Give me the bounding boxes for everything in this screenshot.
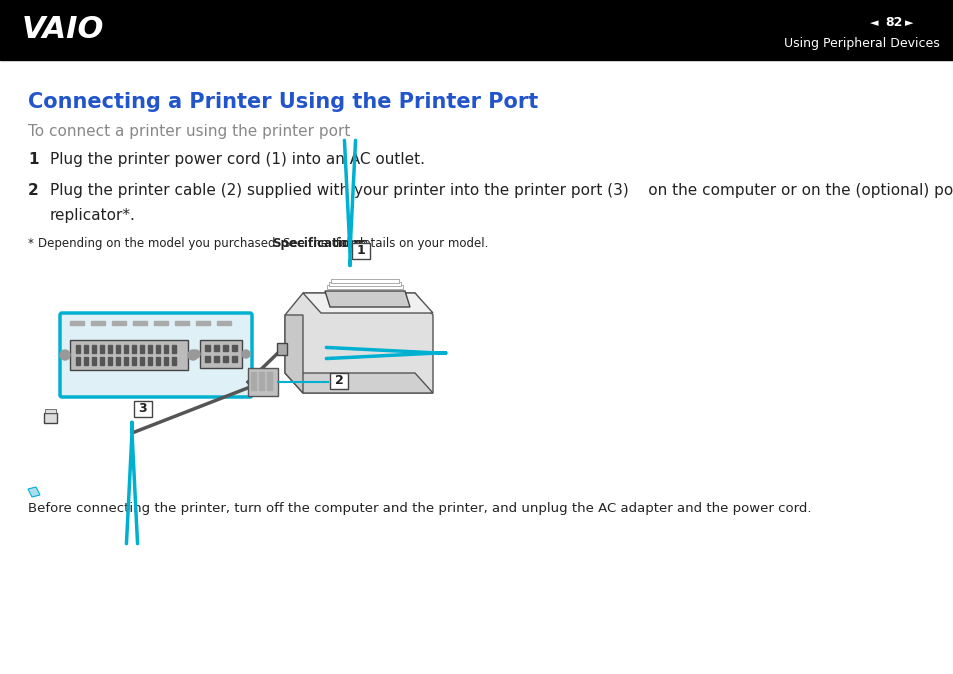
Text: Specifications: Specifications xyxy=(272,237,365,250)
Polygon shape xyxy=(285,373,433,393)
Text: To connect a printer using the printer port: To connect a printer using the printer p… xyxy=(28,124,350,139)
Text: replicator*.: replicator*. xyxy=(50,208,135,223)
Polygon shape xyxy=(285,315,303,393)
Circle shape xyxy=(188,350,198,360)
Bar xyxy=(76,357,80,365)
Bar xyxy=(205,356,210,362)
Text: 2: 2 xyxy=(335,375,343,388)
Bar xyxy=(116,357,120,365)
Bar xyxy=(132,357,136,365)
Text: 1: 1 xyxy=(28,152,38,167)
Bar xyxy=(267,372,272,390)
Bar xyxy=(108,345,112,353)
FancyBboxPatch shape xyxy=(60,313,252,397)
Text: Plug the printer cable (2) supplied with your printer into the printer port (3) : Plug the printer cable (2) supplied with… xyxy=(50,183,953,198)
Circle shape xyxy=(242,350,250,358)
Bar xyxy=(164,345,168,353)
Bar xyxy=(232,345,236,351)
Text: for details on your model.: for details on your model. xyxy=(332,237,488,250)
Text: 1: 1 xyxy=(356,245,365,257)
Bar xyxy=(124,357,128,365)
Bar xyxy=(205,345,210,351)
Bar xyxy=(0,0,953,60)
Bar xyxy=(100,345,104,353)
Bar xyxy=(352,243,370,259)
Bar xyxy=(223,345,228,351)
Circle shape xyxy=(192,350,200,358)
Bar xyxy=(44,413,57,423)
Bar xyxy=(276,343,287,355)
Text: *: * xyxy=(28,237,34,250)
Bar xyxy=(248,368,277,396)
Text: ►: ► xyxy=(904,18,913,28)
Text: Before connecting the printer, turn off the computer and the printer, and unplug: Before connecting the printer, turn off … xyxy=(28,502,811,515)
Bar xyxy=(132,345,136,353)
Bar xyxy=(148,345,152,353)
Polygon shape xyxy=(28,487,40,497)
Bar xyxy=(172,345,175,353)
Text: 82: 82 xyxy=(884,16,902,29)
Bar xyxy=(232,356,236,362)
Bar xyxy=(216,321,231,325)
Text: ◄: ◄ xyxy=(869,18,878,28)
Bar xyxy=(153,321,168,325)
Bar xyxy=(132,321,147,325)
Text: Using Peripheral Devices: Using Peripheral Devices xyxy=(783,36,939,50)
Polygon shape xyxy=(285,293,433,393)
Bar xyxy=(174,321,189,325)
Bar xyxy=(195,321,210,325)
Text: Depending on the model you purchased. See the online: Depending on the model you purchased. Se… xyxy=(38,237,372,250)
Bar xyxy=(200,340,242,368)
Bar xyxy=(251,372,255,390)
Bar xyxy=(45,409,56,413)
Bar xyxy=(213,356,219,362)
Bar xyxy=(76,345,80,353)
Bar xyxy=(91,357,96,365)
Bar xyxy=(330,373,348,389)
Bar xyxy=(91,321,105,325)
Polygon shape xyxy=(331,279,398,283)
Bar xyxy=(156,345,160,353)
Bar xyxy=(70,340,188,370)
Bar xyxy=(70,321,84,325)
Polygon shape xyxy=(303,293,433,313)
Bar xyxy=(100,357,104,365)
Bar xyxy=(133,401,152,417)
Bar xyxy=(84,345,88,353)
Text: Plug the printer power cord (1) into an AC outlet.: Plug the printer power cord (1) into an … xyxy=(50,152,424,167)
Bar xyxy=(213,345,219,351)
Bar xyxy=(156,357,160,365)
Bar xyxy=(140,357,144,365)
Polygon shape xyxy=(325,291,410,307)
Polygon shape xyxy=(327,285,402,289)
Bar xyxy=(223,356,228,362)
Text: 2: 2 xyxy=(28,183,39,198)
Bar xyxy=(108,357,112,365)
Text: 3: 3 xyxy=(138,402,147,415)
Bar xyxy=(112,321,126,325)
Bar xyxy=(91,345,96,353)
Bar xyxy=(164,357,168,365)
Bar xyxy=(140,345,144,353)
Text: Connecting a Printer Using the Printer Port: Connecting a Printer Using the Printer P… xyxy=(28,92,537,112)
Text: VAIO: VAIO xyxy=(22,16,104,44)
Bar xyxy=(172,357,175,365)
Bar xyxy=(124,345,128,353)
Bar xyxy=(84,357,88,365)
Polygon shape xyxy=(329,282,400,286)
Bar xyxy=(148,357,152,365)
Bar xyxy=(116,345,120,353)
Circle shape xyxy=(60,350,70,360)
Bar xyxy=(258,372,264,390)
